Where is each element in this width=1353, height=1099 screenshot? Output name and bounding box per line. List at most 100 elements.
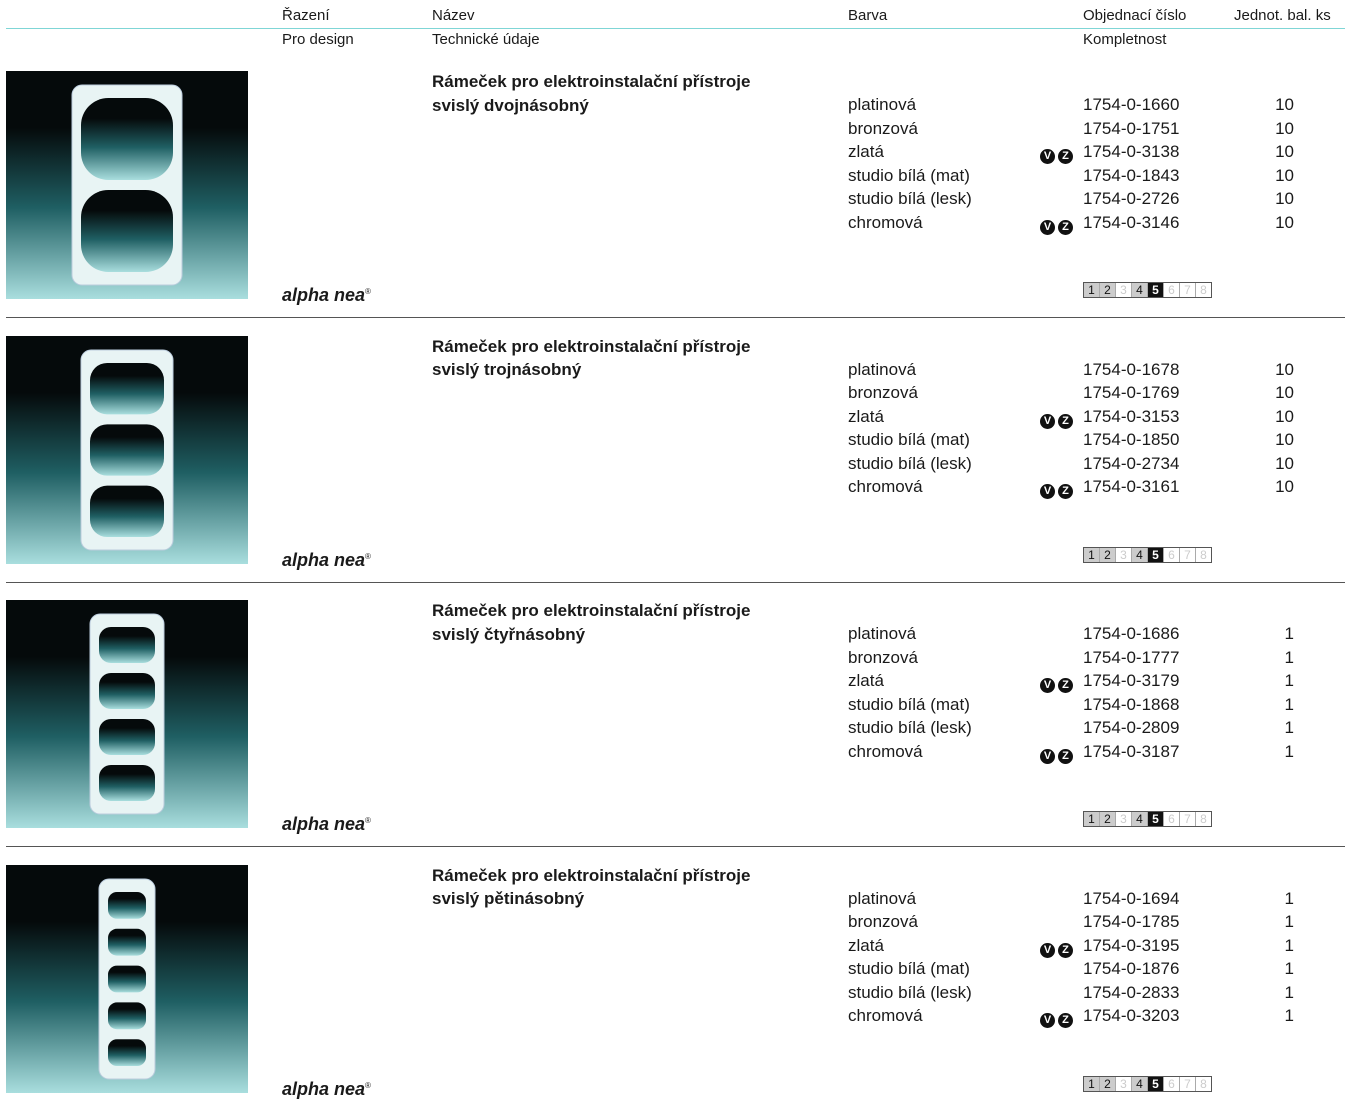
pack-qty: 10 [1275,95,1294,114]
completeness-cell: 2 [1099,547,1115,562]
header-rule [6,28,1345,29]
completeness-cell: 4 [1131,547,1147,562]
product-title: svislý čtyřnásobný [432,624,586,644]
color: bronzová [848,383,918,402]
product-title: Rámeček pro elektroinstalační přístroje [432,865,751,885]
color: studio bílá (lesk) [848,718,972,737]
completeness-cell: 5 [1147,812,1163,826]
completeness-cell: 1 [1084,547,1099,562]
pack-qty: 1 [1284,1006,1294,1025]
completeness-cell: 2 [1099,1076,1115,1091]
pack-qty: 1 [1284,935,1294,955]
brand-name: alpha nea [282,814,366,834]
header-label: Jednot. bal. ks [1234,7,1331,24]
order-code: 1754-0-2809 [1083,718,1180,737]
header-label: Kompletnost [1083,31,1167,48]
order-code: 1754-0-2833 [1083,982,1180,1002]
completeness-cell: 8 [1195,812,1211,826]
color: zlatá [848,406,884,426]
order-code: 1754-0-1876 [1083,959,1180,978]
color: zlatá [848,671,884,690]
pack-qty: 1 [1284,694,1294,714]
color: chromová [848,1006,923,1025]
brand-mark: ® [365,816,371,825]
color: platinová [848,624,917,643]
pack-qty: 1 [1284,888,1294,908]
order-code: 1754-0-1785 [1083,912,1180,931]
completeness-cell: 6 [1163,547,1179,562]
brand-name: alpha nea [282,1078,366,1099]
product-title: Rámeček pro elektroinstalační přístroje [432,336,751,356]
order-code: 1754-0-3187 [1083,741,1180,761]
product-title: Rámeček pro elektroinstalační přístroje [432,601,751,620]
product-title: Rámeček pro elektroinstalační přístroje [432,72,751,91]
product-image [6,864,248,1093]
pack-qty: 10 [1275,142,1294,161]
color: studio bílá (mat) [848,694,970,714]
icon: V [1040,413,1055,429]
order-code: 1754-0-1686 [1083,624,1180,643]
order-code: 1754-0-1694 [1083,888,1180,908]
completeness-cell: 6 [1163,812,1179,826]
completeness-cell: 7 [1179,283,1195,297]
completeness-cell: 4 [1131,1076,1147,1091]
icon: V [1040,748,1055,764]
pack-qty: 1 [1284,624,1294,643]
section-rule [6,846,1345,847]
product-image [6,71,248,299]
pack-qty: 1 [1284,982,1294,1002]
header-label: Technické údaje [432,31,540,48]
order-code: 1754-0-3146 [1083,212,1180,232]
order-code: 1754-0-1850 [1083,430,1180,449]
icon: V [1040,1013,1055,1028]
order-code: 1754-0-1843 [1083,165,1180,185]
icon: Z [1058,219,1073,235]
completeness-cell: 2 [1099,812,1115,826]
color: bronzová [848,118,918,138]
completeness-cell: 5 [1147,283,1163,297]
completeness-cell: 7 [1179,1076,1195,1091]
order-code: 1754-0-1660 [1083,95,1180,114]
color: zlatá [848,142,884,161]
pack-qty: 1 [1284,741,1294,761]
color: studio bílá (mat) [848,430,970,449]
order-code: 1754-0-2734 [1083,453,1180,473]
pack-qty: 10 [1275,189,1294,208]
completeness-cell: 4 [1131,812,1147,826]
color: studio bílá (mat) [848,165,970,185]
order-code: 1754-0-3195 [1083,935,1180,955]
pack-qty: 10 [1275,359,1294,379]
brand-mark: ® [365,287,371,296]
icon: Z [1058,678,1073,693]
pack-qty: 1 [1284,671,1294,690]
completeness-cell: 3 [1115,283,1131,297]
color: chromová [848,212,923,232]
pack-qty: 10 [1275,406,1294,426]
pack-qty: 10 [1275,118,1294,138]
icon: V [1040,942,1055,958]
completeness-cell: 1 [1084,1076,1099,1091]
header-label: Název [432,7,475,24]
completeness-cell: 5 [1147,547,1163,562]
color: platinová [848,888,917,908]
icon: Z [1058,484,1073,499]
color: chromová [848,477,923,496]
brand-mark: ® [365,551,371,561]
pack-qty: 10 [1275,383,1294,402]
icon: Z [1058,1013,1073,1028]
order-code: 1754-0-3179 [1083,671,1180,690]
color: bronzová [848,912,918,931]
pack-qty: 1 [1284,959,1294,978]
color: platinová [848,359,917,379]
color: bronzová [848,647,918,667]
color: studio bílá (lesk) [848,189,972,208]
